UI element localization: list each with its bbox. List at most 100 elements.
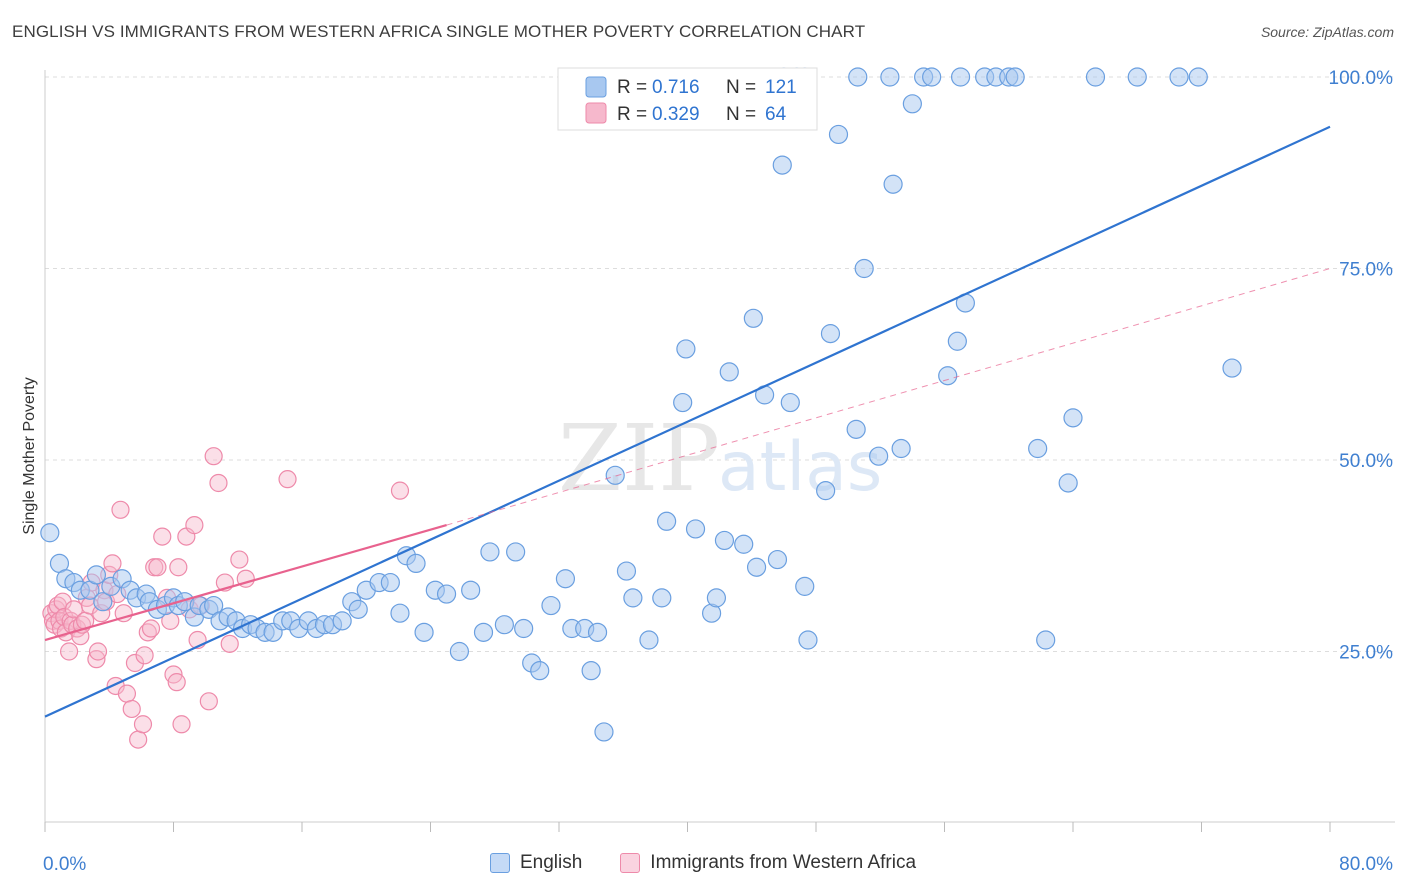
y-tick-label: 50.0% (1339, 451, 1393, 472)
english-point (1127, 67, 1147, 87)
english-point (332, 611, 352, 631)
legend-label-english: English (519, 852, 583, 873)
english-point (922, 67, 942, 87)
english-point (816, 481, 836, 501)
stats-legend: R = 0.716 N = 121 R = 0.329 N = 64 (557, 67, 818, 131)
english-point (530, 661, 550, 681)
stats-africa-n-value: 64 (765, 104, 787, 125)
axes: 25.0% 50.0% 75.0% 100.0% 0.0% 80.0% (43, 68, 1395, 875)
series-english-points (40, 67, 1242, 742)
english-point (706, 588, 727, 608)
english-point (1085, 67, 1106, 87)
africa-point (111, 500, 130, 519)
english-point (348, 599, 368, 619)
english-point (734, 534, 754, 554)
stats-africa-n-label: N = (726, 104, 756, 125)
english-point (406, 553, 426, 574)
y-tick-label: 75.0% (1339, 260, 1393, 281)
english-point (947, 331, 967, 351)
africa-point (172, 715, 191, 734)
english-point (950, 67, 971, 87)
english-point (514, 618, 534, 639)
english-point (820, 324, 841, 344)
english-point (639, 630, 659, 650)
africa-point (185, 516, 204, 535)
english-point (795, 576, 815, 596)
english-point (780, 392, 800, 413)
english-point (743, 308, 763, 328)
bottom-legend: English Immigrants from Western Africa (0, 852, 1406, 874)
legend-item-africa[interactable]: Immigrants from Western Africa (620, 852, 916, 874)
english-point (86, 565, 107, 585)
stats-swatch-africa (585, 102, 607, 124)
y-axis-label: Single Mother Poverty (21, 377, 38, 534)
grid-lines (45, 76, 1395, 652)
chart-title: ENGLISH VS IMMIGRANTS FROM WESTERN AFRIC… (12, 22, 866, 41)
english-point (40, 523, 60, 543)
watermark: ZIP atlas (558, 405, 882, 512)
africa-point (204, 447, 223, 466)
africa-point (278, 470, 297, 489)
x-tick-label: 0.0% (43, 854, 86, 875)
africa-point (135, 646, 154, 665)
english-point (473, 622, 494, 642)
english-point (772, 155, 792, 175)
stats-africa-r-label: R = (617, 104, 647, 125)
africa-point (220, 634, 239, 653)
english-point (1188, 67, 1208, 87)
english-point (414, 622, 434, 642)
watermark-zip: ZIP (558, 405, 720, 512)
english-point (93, 592, 113, 612)
africa-point (199, 692, 218, 711)
english-point (449, 641, 470, 662)
english-point (587, 622, 608, 642)
english-point (390, 603, 410, 623)
english-point (605, 465, 625, 485)
x-tick-label: 80.0% (1339, 854, 1393, 875)
english-point (798, 630, 818, 650)
english-point (1028, 438, 1048, 459)
english-point (880, 67, 900, 87)
english-point (828, 124, 849, 145)
english-point (1222, 358, 1242, 378)
chart-source: Source: ZipAtlas.com (1260, 24, 1394, 40)
english-point (902, 94, 922, 114)
africa-point (167, 673, 186, 692)
english-point (657, 511, 677, 531)
english-point (938, 366, 958, 386)
africa-point (59, 642, 79, 661)
english-point (1063, 408, 1083, 428)
africa-point (125, 653, 145, 673)
africa-point (148, 558, 167, 577)
english-point (616, 561, 637, 581)
africa-point (169, 558, 188, 577)
africa-point (133, 715, 153, 734)
english-point (494, 615, 514, 635)
africa-trend-extension (446, 268, 1331, 526)
stats-english-n-value: 121 (765, 77, 797, 98)
watermark-atlas: atlas (718, 428, 882, 507)
africa-point (141, 619, 161, 638)
legend-swatch-africa (620, 853, 641, 873)
english-point (676, 339, 696, 359)
trend-lines (44, 125, 1331, 718)
english-point (673, 392, 693, 413)
legend-label-africa: Immigrants from Western Africa (650, 852, 917, 873)
english-trend-line (44, 125, 1331, 718)
y-tick-label: 100.0% (1329, 68, 1394, 89)
y-tick-label: 25.0% (1339, 643, 1393, 664)
english-point (1169, 67, 1189, 87)
english-point (714, 530, 735, 551)
english-point (746, 557, 767, 577)
english-point (594, 722, 614, 742)
africa-point (209, 473, 228, 493)
english-point (848, 67, 868, 87)
english-point (506, 542, 526, 562)
africa-trend-line (44, 524, 447, 642)
legend-item-english[interactable]: English (489, 852, 583, 874)
africa-point (103, 554, 122, 573)
english-point (719, 362, 739, 382)
english-point (555, 569, 576, 589)
stats-english-r-label: R = (617, 77, 647, 98)
africa-point (114, 604, 133, 623)
